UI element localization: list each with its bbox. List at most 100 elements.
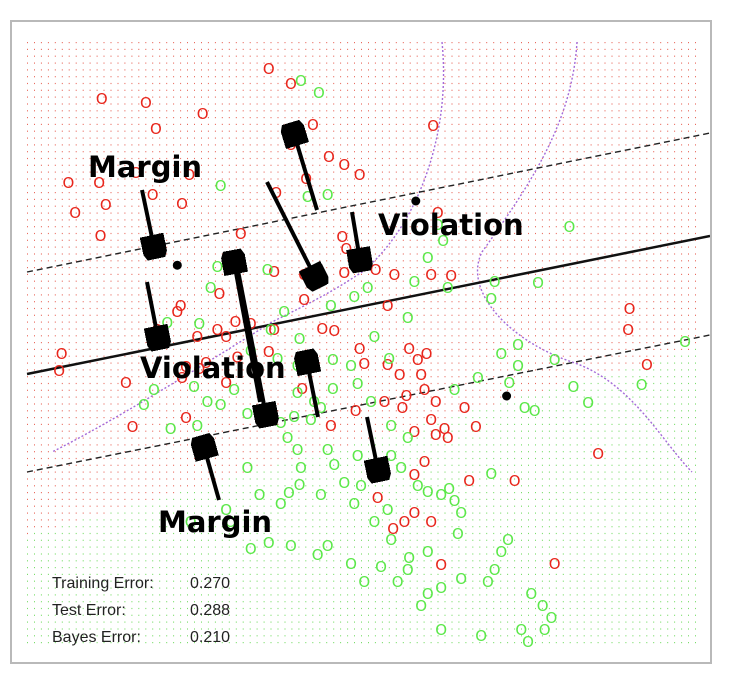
grid-dot [298,444,300,446]
grid-dot [235,192,237,194]
grid-dot [194,526,195,528]
grid-dot [89,137,91,139]
grid-dot [110,492,112,494]
grid-dot [381,382,383,385]
grid-dot [374,546,376,548]
grid-dot [333,171,335,173]
grid-dot [194,471,195,473]
grid-dot [75,205,77,207]
grid-dot [138,246,140,248]
grid-dot [47,485,49,487]
grid-dot [284,171,286,173]
grid-dot [388,96,390,98]
grid-dot [347,342,349,344]
grid-dot [34,369,35,371]
grid-dot [124,253,126,255]
grid-dot [110,430,112,432]
grid-dot [68,423,70,425]
grid-dot [409,232,411,235]
grid-dot [361,396,362,398]
grid-dot [395,62,397,64]
grid-dot [110,96,112,98]
grid-dot [263,573,265,575]
grid-dot [124,389,126,391]
grid-dot [145,123,147,125]
grid-dot [221,76,223,78]
grid-dot [221,62,223,64]
grid-dot [235,239,237,241]
grid-dot [395,301,397,303]
grid-dot [207,55,209,57]
grid-dot [347,62,349,64]
grid-dot [326,212,328,214]
grid-dot [207,301,209,303]
grid-dot [214,62,216,64]
grid-dot [194,478,195,480]
grid-dot [368,628,369,630]
grid-dot [96,348,98,350]
grid-dot [180,628,182,630]
grid-dot [89,82,91,85]
grid-dot [402,376,404,378]
grid-dot [291,157,293,160]
grid-dot [347,539,349,541]
grid-dot [277,526,279,528]
grid-dot [152,55,154,57]
grid-dot [194,328,195,330]
grid-dot [54,444,56,446]
grid-dot [409,526,411,528]
grid-dot [187,410,188,412]
grid-dot [166,62,168,64]
grid-dot [75,89,77,91]
grid-dot [235,498,237,500]
grid-dot [40,437,42,439]
grid-dot [40,253,42,255]
grid-dot [68,628,70,630]
grid-dot [388,607,390,610]
grid-dot [305,539,307,541]
grid-dot [263,505,265,507]
grid-dot [368,546,369,548]
grid-dot [409,348,411,350]
grid-dot [291,546,293,548]
grid-dot [75,76,77,78]
grid-dot [180,328,182,330]
grid-dot [340,471,342,473]
grid-dot [333,110,335,112]
grid-dot [180,205,182,207]
grid-dot [361,498,362,500]
grid-dot [270,117,272,119]
grid-dot [270,307,272,310]
grid-dot [249,410,251,412]
grid-dot [368,580,369,582]
grid-dot [152,171,154,173]
grid-dot [214,48,216,50]
grid-dot [152,457,154,460]
grid-dot [326,89,328,91]
grid-dot [89,519,91,521]
grid-dot [305,451,307,453]
grid-dot [381,267,383,269]
grid-dot [221,226,223,228]
grid-dot [256,335,258,337]
grid-dot [333,478,335,480]
grid-dot [263,478,265,480]
grid-dot [361,157,362,160]
grid-dot [89,164,91,166]
grid-dot [131,294,133,296]
grid-dot [228,239,230,241]
grid-dot [124,280,126,282]
grid-dot [75,580,77,582]
grid-dot [249,151,251,153]
grid-dot [96,335,98,337]
grid-dot [103,294,105,296]
grid-dot [152,178,154,180]
grid-dot [117,451,119,453]
grid-dot [333,192,335,194]
grid-dot [61,287,63,289]
grid-dot [117,628,119,630]
grid-dot [152,485,154,487]
grid-dot [381,226,383,228]
grid-dot [34,287,35,289]
grid-dot [54,69,56,71]
